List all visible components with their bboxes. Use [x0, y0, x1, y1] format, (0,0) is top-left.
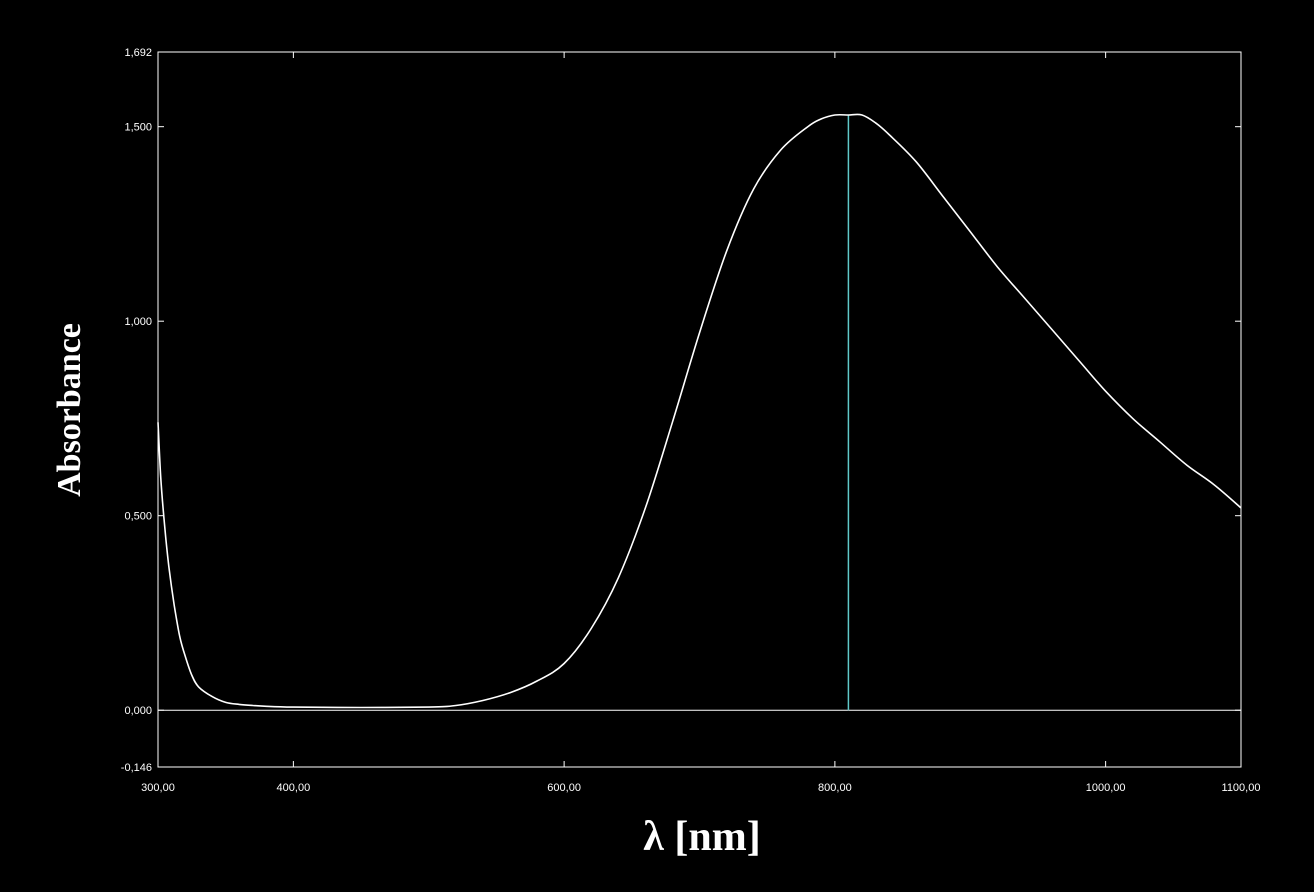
y-tick-label: 1,692	[124, 47, 152, 59]
absorbance-curve	[157, 113, 1242, 709]
y-axis-title: Absorbance	[51, 323, 88, 497]
plot-frame	[157, 51, 1242, 768]
x-axis-title: λ [nm]	[643, 814, 760, 860]
y-tick-label: -0,146	[121, 762, 152, 774]
y-tick-label: 1,000	[124, 316, 152, 328]
x-tick-label: 1000,00	[1086, 782, 1126, 794]
x-tick-label: 600,00	[547, 782, 581, 794]
y-tick-label: 1,500	[124, 122, 152, 134]
y-tick-label: 0,000	[124, 705, 152, 717]
x-tick-label: 800,00	[818, 782, 852, 794]
x-tick-label: 400,00	[277, 782, 311, 794]
y-tick-label: 0,500	[124, 511, 152, 523]
x-tick-label: 300,00	[141, 782, 175, 794]
x-tick-label: 1100,00	[1222, 782, 1261, 794]
